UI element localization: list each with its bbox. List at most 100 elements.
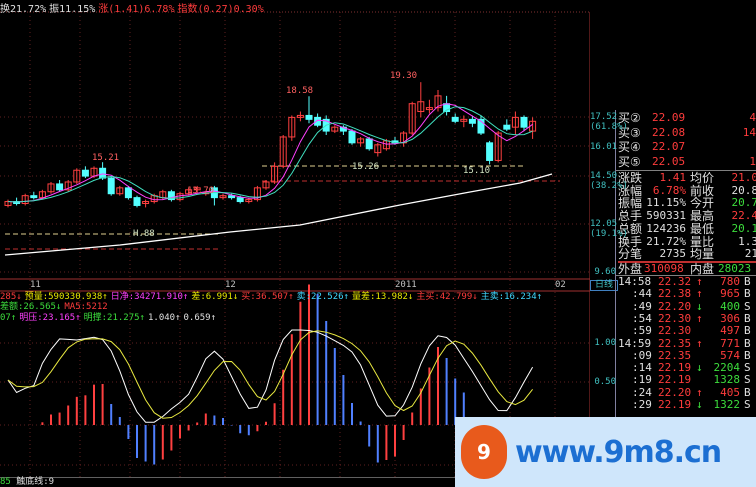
divider	[616, 170, 756, 171]
outer-inner-row: 外盘 310098 内盘 28023	[618, 261, 756, 275]
candle-body	[477, 118, 485, 134]
bid-label: 买⑤	[618, 154, 641, 169]
candle-body	[425, 107, 433, 111]
candle-body	[81, 169, 89, 177]
tick-volume: 306	[720, 311, 740, 325]
candle-body	[64, 181, 72, 191]
bid-row: 买④ 22.07	[618, 140, 756, 154]
candle-body	[357, 138, 365, 144]
tick-side: S	[744, 299, 751, 313]
tick-volume: 2204	[713, 361, 741, 375]
kline-chart[interactable]: 15.21 13.70 18.58 19.30 15.26 15.10 H.88	[0, 0, 590, 478]
price-value: 14.50	[590, 171, 618, 182]
tick-time: :14	[632, 361, 652, 375]
tick-row: :49 22.20 ↓ 400 S	[618, 299, 756, 313]
tick-time: :29	[632, 398, 652, 411]
candle-body	[460, 118, 468, 122]
candle-body	[494, 132, 502, 161]
price-value: 9.60	[594, 266, 616, 277]
stat-row: 涨跌 1.41 均价 21.0	[618, 171, 756, 185]
candle	[30, 191, 38, 200]
price-value: 12.05	[590, 219, 618, 230]
long-ma-line	[4, 173, 553, 256]
tick-arrow-icon: ↑	[696, 311, 703, 325]
price-annotation: 15.21	[92, 153, 119, 163]
stat-label: 今开	[690, 196, 715, 211]
stat-row: 换手 21.72% 量比 1.3	[618, 234, 756, 249]
bid-label: 买④	[618, 140, 641, 154]
indicator-value: 买:36.507↑	[241, 292, 294, 302]
price-axis-label: 12.05 (19.1%)	[590, 219, 628, 240]
period-button[interactable]: 日线	[590, 280, 619, 291]
indicator-value: 量差:13.982↓	[351, 292, 414, 302]
status-bar: 85 触底线:9	[0, 477, 590, 487]
tick-arrow-icon: ↓	[696, 299, 703, 313]
candle	[56, 180, 64, 192]
candle-body	[305, 114, 313, 120]
price-value: 16.01	[590, 141, 618, 152]
bid-price: 22.09	[652, 111, 686, 124]
candle-body	[262, 181, 270, 189]
quote-panel: 买② 22.09 4 买③ 22.08 14 买④ 22.07 买⑤ 22.05 1 涨跌 1.41 均价…	[615, 110, 756, 487]
bid-row: 买③ 22.08 14	[618, 126, 756, 140]
candle-body	[21, 195, 29, 204]
candle-body	[288, 116, 296, 138]
candle-body	[73, 169, 81, 183]
stat-label: 分笔	[618, 247, 643, 262]
price-axis-label: 9.60	[590, 267, 616, 277]
tick-volume: 405	[720, 385, 740, 399]
header-stats: 换21.72% 振11.15% 涨(1.41)6.78% 指数(0.27)0.30%	[0, 0, 267, 15]
candle-body	[331, 126, 339, 132]
tick-volume: 771	[720, 336, 740, 350]
stat-label: 总手	[618, 209, 643, 224]
candle	[477, 115, 485, 136]
price-axis-label: 16.01	[590, 141, 618, 152]
stat-label: 振幅	[618, 196, 643, 211]
candle	[124, 185, 132, 200]
indicator-line1: 285↓ 预量:590330.938↑ 日净:34271.910↑ 差:6.991↓ 买…	[0, 292, 588, 312]
stat-value: 21.72%	[646, 234, 686, 248]
candle	[400, 131, 408, 147]
stat-value: 22.4	[731, 209, 756, 223]
candle-body	[468, 118, 476, 124]
date-axis-label: 02	[555, 280, 566, 290]
candle	[451, 113, 459, 124]
inner-value: 28023	[718, 262, 752, 275]
tick-side: B	[744, 287, 751, 301]
tick-row: :24 22.20 ↑ 405 B	[618, 385, 756, 399]
candle	[443, 95, 451, 116]
price-axis-label: 17.52 (61.8%)	[590, 112, 628, 132]
candle-body	[271, 165, 279, 183]
tick-side: B	[744, 311, 751, 325]
stat-row: 涨幅 6.78% 前收 20.8	[618, 184, 756, 198]
candle	[64, 180, 72, 192]
candle	[417, 82, 425, 118]
tick-price: 22.19	[658, 361, 692, 375]
candle-body	[219, 195, 227, 199]
candle-body	[348, 130, 356, 144]
outer-value: 310098	[644, 262, 684, 275]
candle	[133, 195, 141, 208]
tick-price: 22.30	[658, 311, 692, 325]
price-pct: (19.1%)	[590, 229, 628, 240]
tick-volume: 1322	[713, 398, 741, 411]
tick-price: 22.35	[658, 336, 692, 350]
tick-side: B	[744, 336, 751, 350]
tick-price: 22.20	[658, 385, 692, 399]
bid-price: 22.07	[652, 140, 686, 153]
candle	[365, 136, 373, 151]
candle-body	[520, 116, 528, 128]
candle	[193, 185, 201, 194]
header-item: 振11.15%	[49, 4, 96, 15]
stat-value: 20.7	[731, 196, 756, 210]
tick-arrow-icon: ↑	[696, 275, 703, 288]
date-axis-label: 2011	[395, 280, 417, 290]
candle-body	[314, 116, 322, 126]
header-item: 换21.72%	[0, 4, 47, 15]
candle-body	[511, 116, 519, 128]
candle-body	[486, 142, 494, 161]
bid-volume: 14	[742, 125, 756, 139]
price-annotation: H.88	[133, 229, 155, 239]
candle	[262, 180, 270, 190]
stat-row: 分笔 2735 均量 21	[618, 247, 756, 262]
